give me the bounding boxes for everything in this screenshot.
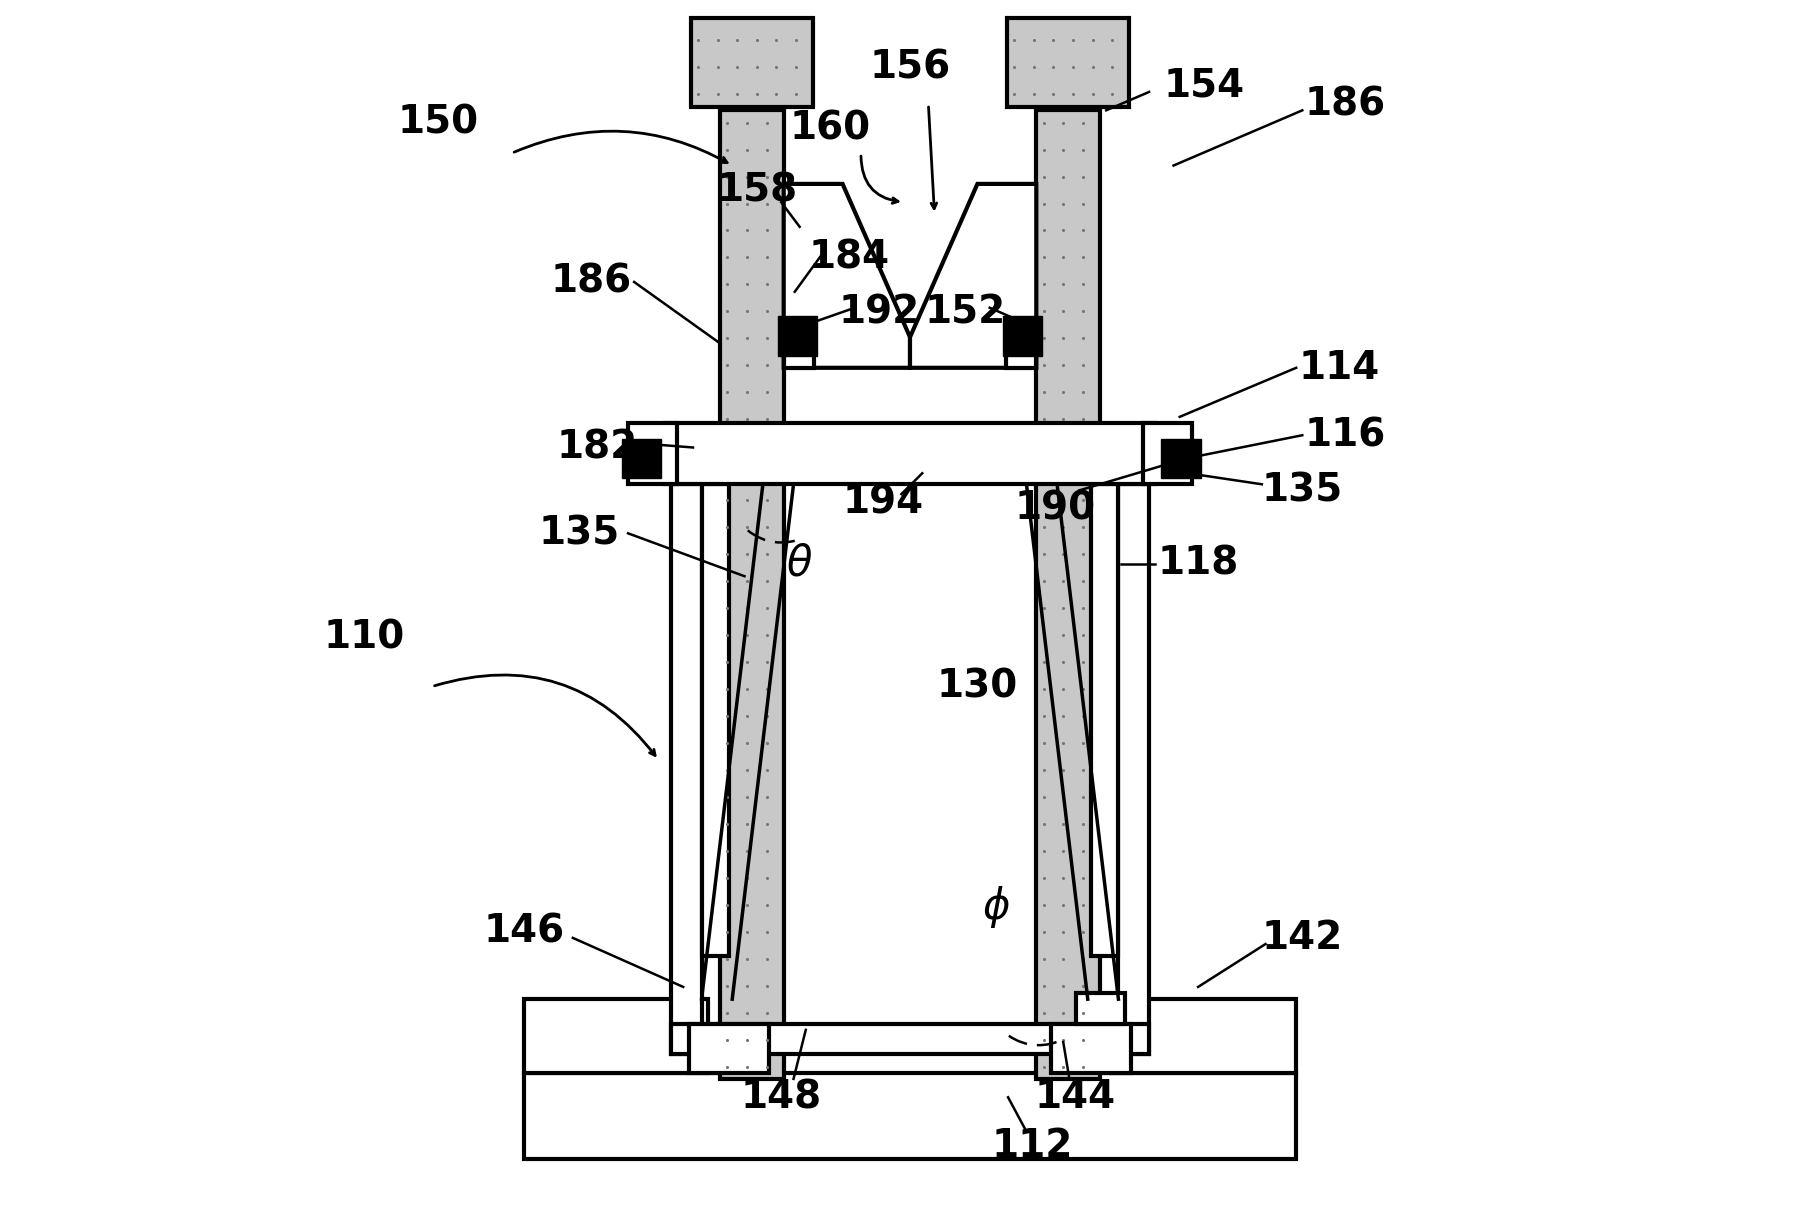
Bar — [672, 484, 701, 1054]
Text: 154: 154 — [1163, 67, 1245, 104]
Bar — [1092, 484, 1119, 956]
Bar — [1076, 993, 1125, 1024]
Bar — [1036, 110, 1099, 1079]
Bar — [1003, 316, 1043, 356]
Polygon shape — [784, 184, 910, 368]
Bar — [1119, 484, 1148, 1054]
Text: 182: 182 — [557, 429, 639, 466]
Bar — [1112, 999, 1296, 1073]
Bar — [524, 1073, 1296, 1159]
Text: 186: 186 — [1305, 86, 1385, 123]
Bar — [664, 423, 1156, 484]
Text: 186: 186 — [551, 264, 632, 300]
Bar — [1143, 423, 1192, 484]
Text: 152: 152 — [925, 294, 1006, 331]
Bar — [1161, 439, 1201, 478]
Bar — [777, 316, 817, 356]
Text: 156: 156 — [870, 49, 950, 86]
Text: $\theta$: $\theta$ — [786, 543, 814, 585]
Text: 194: 194 — [843, 484, 923, 521]
Text: 116: 116 — [1305, 417, 1385, 454]
Bar — [721, 110, 784, 1079]
Text: 142: 142 — [1261, 920, 1343, 956]
Text: 130: 130 — [937, 668, 1017, 705]
Bar — [1050, 1024, 1130, 1073]
Bar — [690, 18, 814, 107]
Text: 112: 112 — [992, 1128, 1074, 1165]
Text: 144: 144 — [1036, 1079, 1116, 1116]
Text: 158: 158 — [717, 172, 797, 208]
Text: 192: 192 — [839, 294, 919, 331]
Bar — [672, 1024, 1148, 1054]
Text: 114: 114 — [1298, 349, 1380, 386]
Text: 190: 190 — [1014, 490, 1096, 527]
Text: 118: 118 — [1158, 546, 1239, 582]
Bar — [1006, 319, 1036, 368]
Bar — [524, 999, 708, 1073]
Bar — [622, 439, 661, 478]
Text: 135: 135 — [1261, 472, 1343, 509]
Text: 146: 146 — [484, 913, 564, 950]
Text: 160: 160 — [790, 110, 872, 147]
Bar — [690, 1024, 770, 1073]
Text: 184: 184 — [808, 239, 890, 276]
Text: 110: 110 — [324, 619, 406, 656]
Text: 148: 148 — [741, 1079, 823, 1116]
Polygon shape — [910, 184, 1036, 368]
Text: 135: 135 — [539, 515, 619, 552]
Bar — [784, 319, 814, 368]
Bar — [628, 423, 677, 484]
Bar — [1006, 18, 1130, 107]
Text: $\phi$: $\phi$ — [981, 884, 1010, 931]
Bar — [701, 484, 728, 956]
Text: 150: 150 — [397, 104, 479, 141]
